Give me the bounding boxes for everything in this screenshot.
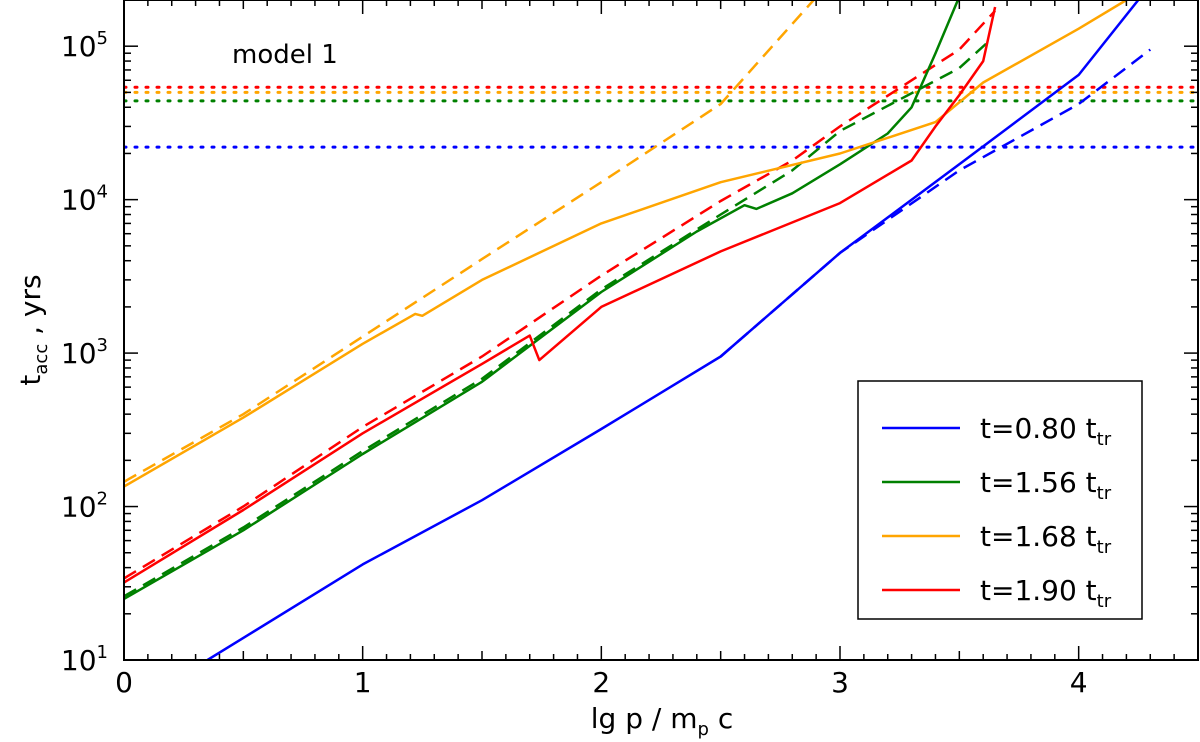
x-tick-label: 1 xyxy=(354,666,372,699)
series-solid-line-4 xyxy=(124,6,997,584)
x-tick-label: 2 xyxy=(592,666,610,699)
x-tick-label: 3 xyxy=(831,666,849,699)
axis-ticks xyxy=(123,0,1199,661)
series-dashed-line-1 xyxy=(719,48,1152,358)
y-tick-label: 102 xyxy=(61,489,108,524)
y-axis-label: tacc , yrs xyxy=(14,274,52,385)
y-tick-label: 105 xyxy=(61,28,108,63)
y-tick-label: 104 xyxy=(61,182,108,217)
x-tick-label: 0 xyxy=(115,666,133,699)
model-annotation: model 1 xyxy=(232,40,338,70)
y-tick-label: 103 xyxy=(61,335,108,370)
legend-label-1: t=0.80 ttr xyxy=(980,412,1112,450)
legend-label-2: t=1.56 ttr xyxy=(980,466,1112,504)
legend-box xyxy=(857,380,1143,620)
plot-lines xyxy=(124,0,1200,660)
x-tick-label: 4 xyxy=(1070,666,1088,699)
series-solid-line-1 xyxy=(206,0,1140,660)
legend-label-4: t=1.90 ttr xyxy=(980,574,1112,612)
x-axis-label: lg p / mp c xyxy=(591,702,733,740)
series-dashed-line-2 xyxy=(124,38,992,598)
series-solid-line-2 xyxy=(124,0,960,600)
series-solid-line-3 xyxy=(124,0,1128,488)
series-dashed-line-3 xyxy=(124,0,815,483)
legend: t=0.80 ttr t=1.56 ttr t=1.68 ttr t=1.90 ttr xyxy=(857,380,1143,620)
tick-labels: 0 1 2 3 4 101 102 103 104 105 xyxy=(61,28,1088,699)
y-tick-label: 101 xyxy=(61,642,108,677)
y-axis-label-group: tacc , yrs xyxy=(14,274,52,385)
legend-label-3: t=1.68 ttr xyxy=(980,520,1112,558)
plot-frame xyxy=(123,0,1199,661)
series-dashed-line-4 xyxy=(124,9,997,580)
